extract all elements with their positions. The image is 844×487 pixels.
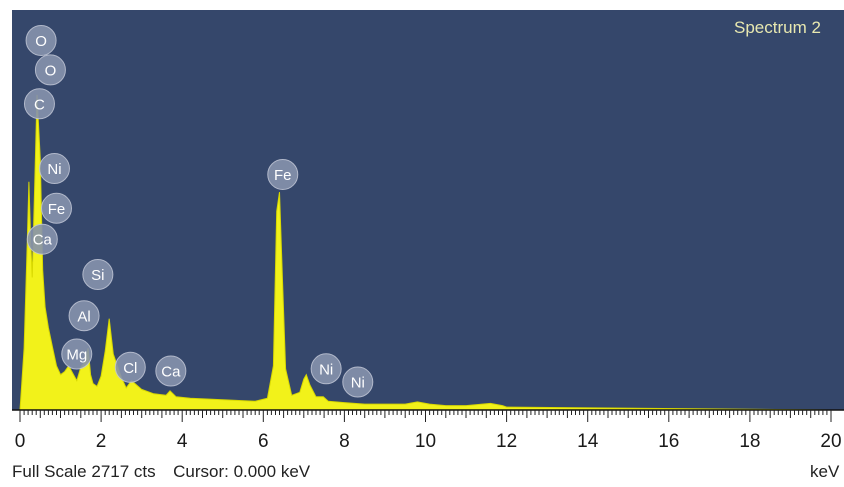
peak-label: Cl xyxy=(114,351,146,383)
peak-label: Si xyxy=(82,259,114,291)
full-scale-readout: Full Scale 2717 cts xyxy=(12,462,156,481)
peak-label-circle xyxy=(82,259,114,291)
x-axis: 0 2 4 6 8 10 12 14 16 18 20 xyxy=(12,409,844,452)
peak-label-circle xyxy=(310,353,342,385)
peak-label-circle xyxy=(114,351,146,383)
x-tick-label: 18 xyxy=(739,431,760,452)
x-tick-label: 0 xyxy=(15,431,26,452)
x-tick-label: 10 xyxy=(415,431,436,452)
axis-ruler xyxy=(12,410,844,424)
peak-label-text: Ni xyxy=(351,375,365,392)
peak-label: O xyxy=(34,54,66,86)
x-tick-label: 14 xyxy=(577,431,599,452)
peak-label-circle xyxy=(61,338,93,370)
peak-label-circle xyxy=(25,24,57,56)
x-tick-label: 16 xyxy=(658,431,679,452)
x-tick-label: 8 xyxy=(339,431,350,452)
peak-label-text: Ni xyxy=(47,161,61,178)
peak-label-text: Ni xyxy=(319,361,333,378)
x-tick-label: 4 xyxy=(177,431,188,452)
peak-label-circle xyxy=(68,300,100,332)
cursor-readout: Cursor: 0.000 keV xyxy=(173,462,311,481)
peak-label: C xyxy=(23,88,55,120)
x-tick-label: 12 xyxy=(496,431,517,452)
peak-label-circle xyxy=(342,366,374,398)
x-tick-label: 2 xyxy=(96,431,107,452)
peak-label: Ni xyxy=(342,366,374,398)
peak-label-circle xyxy=(23,88,55,120)
peak-label: Ca xyxy=(26,223,58,255)
peak-label: Ni xyxy=(38,153,70,185)
peak-label-text: Mg xyxy=(66,347,87,364)
spectrum-plot-area xyxy=(12,10,844,410)
peak-label-circle xyxy=(267,158,299,190)
peak-label-text: Cl xyxy=(123,360,137,377)
peak-label-circle xyxy=(40,192,72,224)
peak-label: Al xyxy=(68,300,100,332)
peak-label-text: Si xyxy=(91,267,104,284)
peak-label-text: O xyxy=(45,62,57,79)
x-axis-unit-label: keV xyxy=(810,462,840,481)
peak-label: Fe xyxy=(40,192,72,224)
peak-label: Ni xyxy=(310,353,342,385)
peak-label-text: C xyxy=(34,96,45,113)
peak-label-circle xyxy=(34,54,66,86)
peak-label: Fe xyxy=(267,158,299,190)
peak-label-text: Fe xyxy=(48,201,66,218)
peak-label-text: Al xyxy=(77,308,90,325)
peak-label-circle xyxy=(155,355,187,387)
spectrum-area xyxy=(19,94,832,411)
peak-label-circle xyxy=(38,153,70,185)
peak-label-circle xyxy=(26,223,58,255)
peak-label: Ca xyxy=(155,355,187,387)
status-bar: Full Scale 2717 cts Cursor: 0.000 keV xyxy=(12,462,310,482)
x-tick-label: 6 xyxy=(258,431,269,452)
peak-label-text: Ca xyxy=(161,363,181,380)
peak-label: Mg xyxy=(61,338,93,370)
spectrum-area-layer xyxy=(19,94,832,411)
peak-label-text: Ca xyxy=(33,232,53,249)
spectrum-title: Spectrum 2 xyxy=(734,18,821,37)
peak-label-text: Fe xyxy=(274,167,292,184)
x-tick-label: 20 xyxy=(820,431,841,452)
peak-label-text: O xyxy=(35,33,47,50)
peak-label: O xyxy=(25,24,57,56)
